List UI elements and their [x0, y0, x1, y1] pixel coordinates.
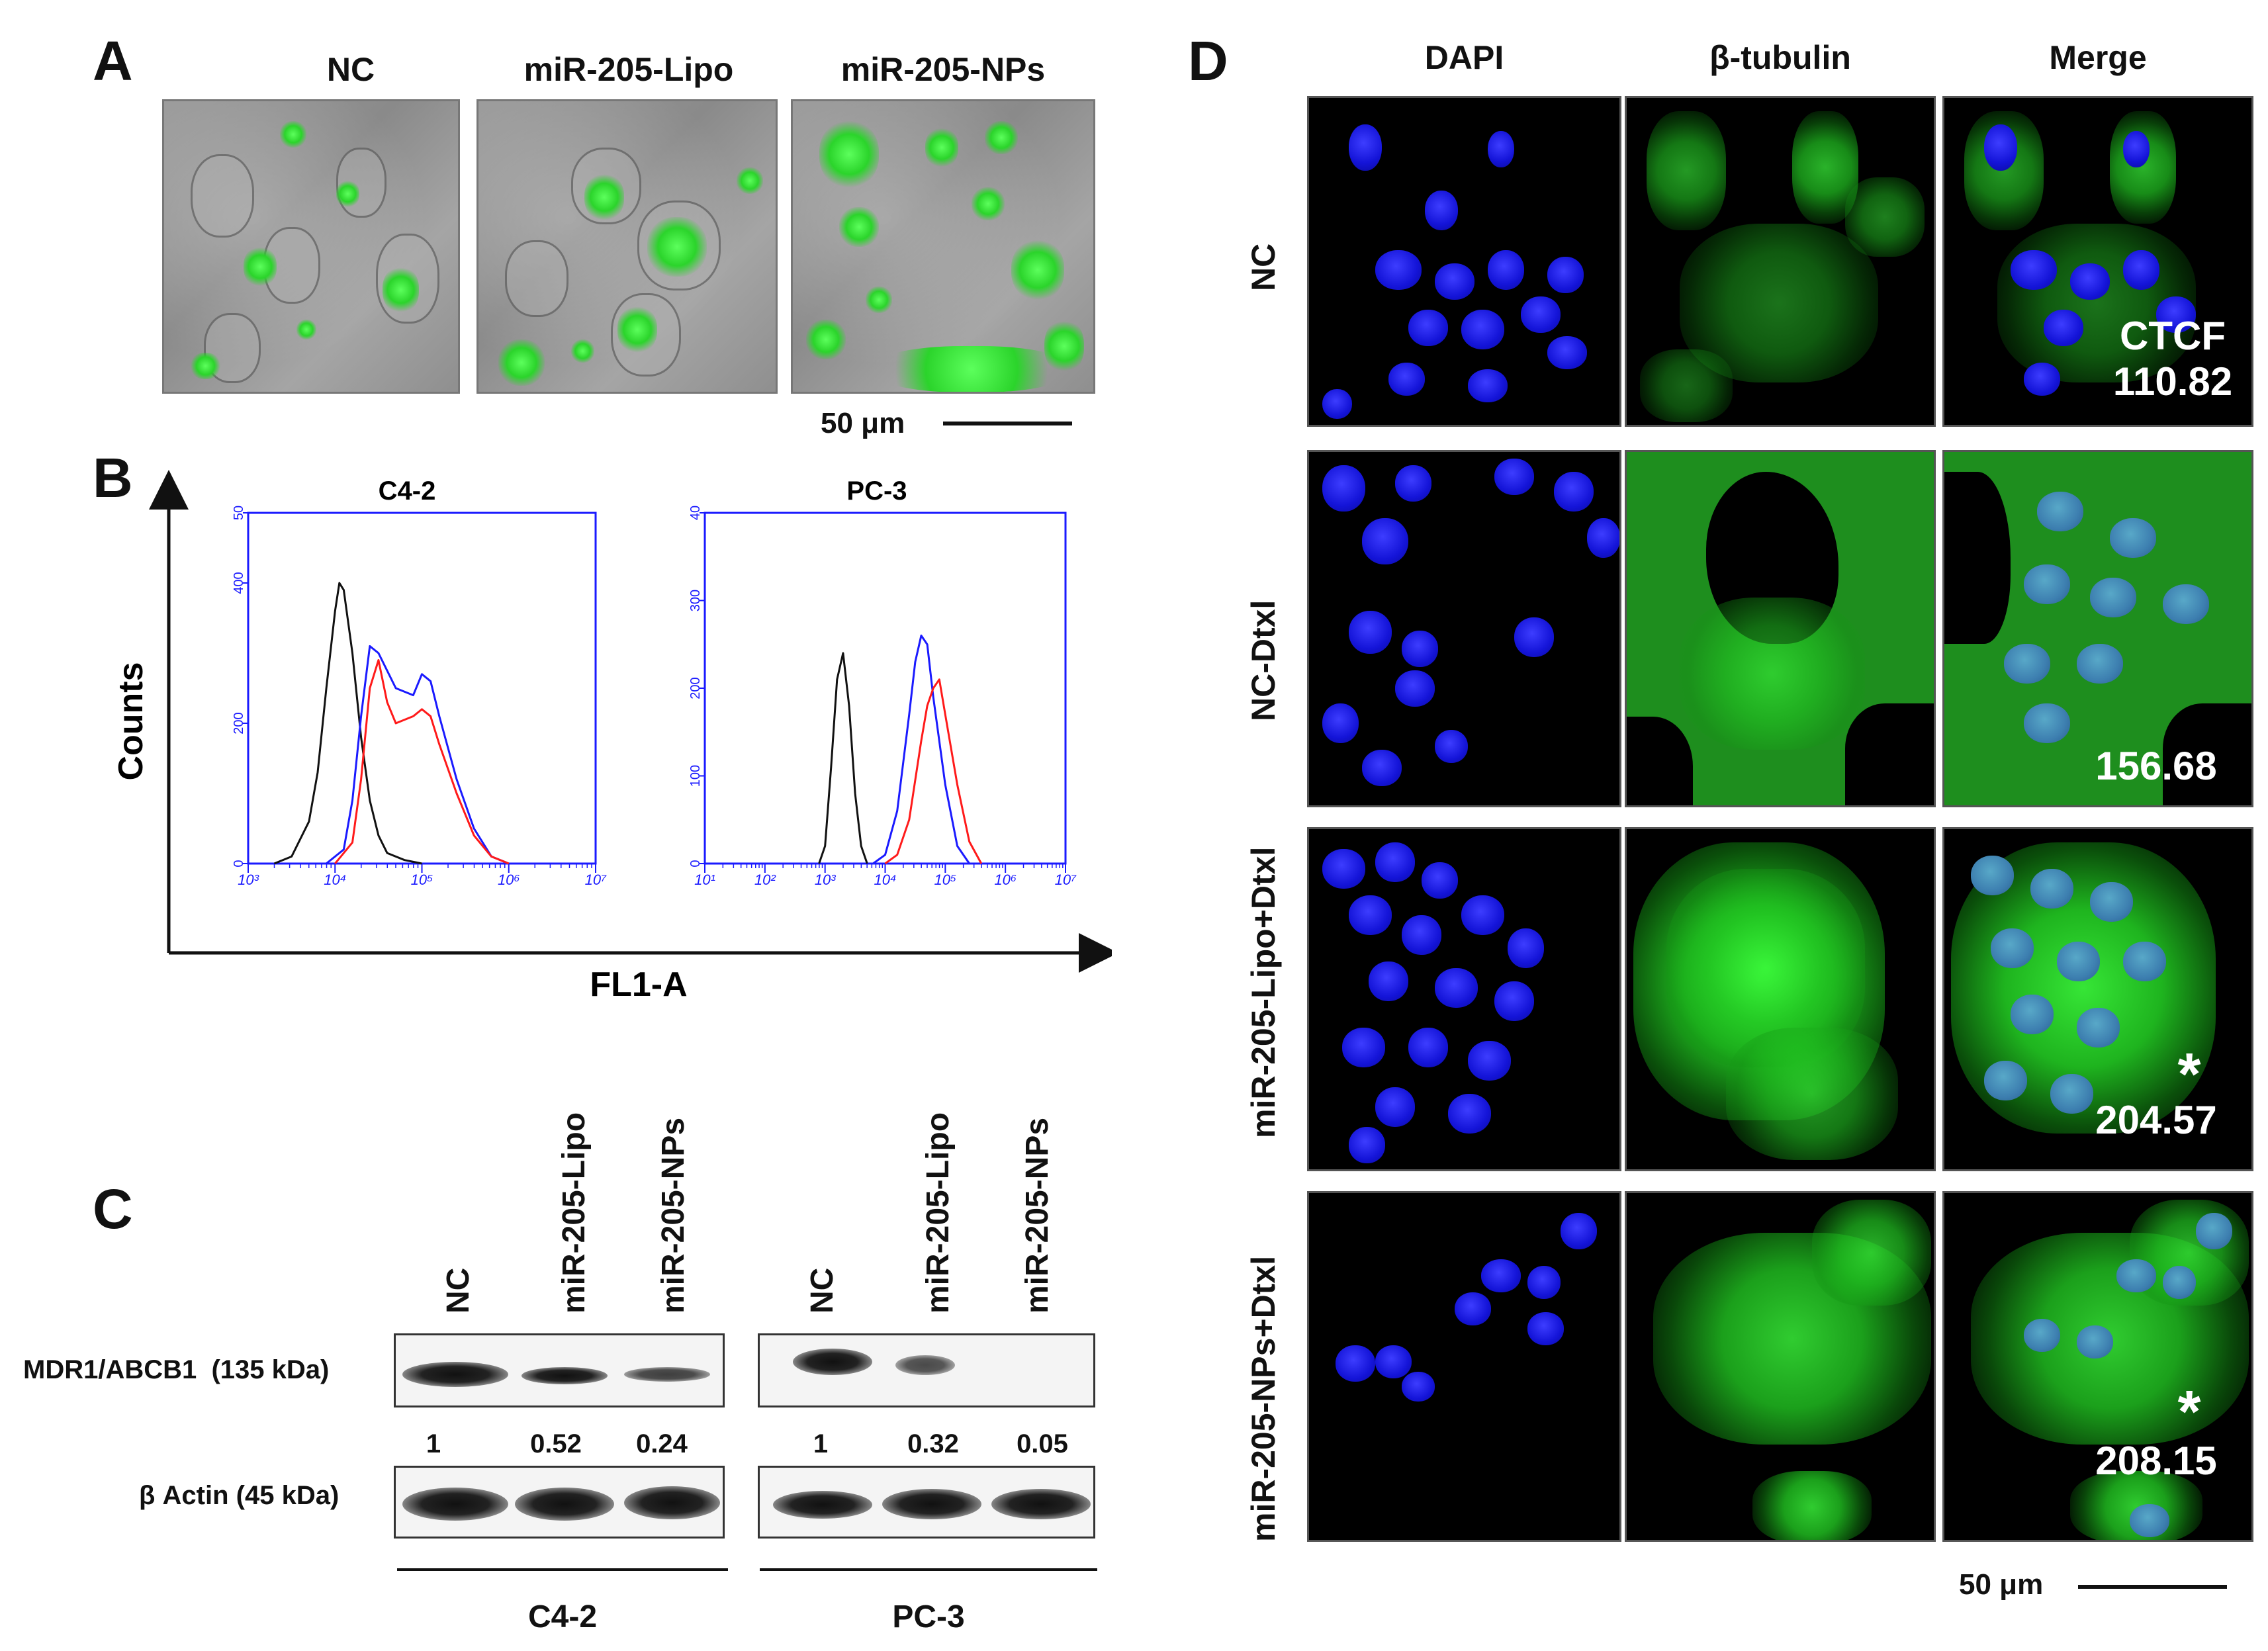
- panel-d-scale-label: 50 μm: [1959, 1568, 2044, 1601]
- dapi-lipo-dtxl: [1307, 827, 1621, 1171]
- panel-a-header-nps: miR-205-NPs: [840, 51, 1046, 88]
- pc3-histogram-ytick: 200: [688, 677, 703, 699]
- pc3-histogram-xtick: 10⁵: [934, 871, 956, 888]
- c42-histogram-series-0: [273, 582, 422, 865]
- c42-histogram-series-1: [326, 645, 510, 865]
- c42-histogram-ytick: 200: [232, 712, 246, 734]
- row-label-nc-dtxl: NC-Dtxl: [1245, 600, 1282, 721]
- group-label-pc3: PC-3: [892, 1599, 965, 1634]
- c42-histogram-ytick: 50: [232, 506, 246, 520]
- pc3-histogram-ytick: 300: [688, 590, 703, 611]
- histogram-pc3: 0 100 200 300 40 10¹ 10² 10³ 10⁴ 10⁵ 10⁶ 10⁷: [688, 506, 1077, 888]
- lane-label-pc3-lipo: miR-205-Lipo: [921, 1112, 956, 1314]
- group-label-c42: C4-2: [527, 1599, 598, 1634]
- band-value-pc3-nps: 0.05: [1017, 1429, 1068, 1458]
- micrograph-a-nc: [162, 99, 460, 394]
- blot-actin-pc3: [758, 1466, 1095, 1539]
- panel-a-label: A: [93, 30, 133, 92]
- pc3-histogram-xtick: 10¹: [694, 871, 715, 888]
- blot-row-label-actin: β Actin (45 kDa): [139, 1481, 340, 1510]
- c42-histogram-xtick: 10⁵: [411, 871, 433, 888]
- group-line-c42: [397, 1568, 728, 1571]
- row-label-nps-dtxl: miR-205-NPs+Dtxl: [1245, 1255, 1282, 1542]
- c42-histogram-ytick: 0: [232, 860, 246, 867]
- lane-label-c42-lipo: miR-205-Lipo: [557, 1112, 592, 1314]
- band-value-c42-nc: 1: [426, 1429, 441, 1458]
- micrograph-a-lipo: [476, 99, 778, 394]
- tubulin-nps-dtxl: [1625, 1191, 1936, 1542]
- dapi-nc: [1307, 96, 1621, 427]
- blot-mdr1-c42: [394, 1333, 725, 1407]
- pc3-histogram-xtick: 10³: [815, 871, 836, 888]
- histogram-c42: 0 200 400 50 10³ 10⁴ 10⁵ 10⁶ 10⁷: [232, 506, 607, 888]
- panel-d-header-merge: Merge: [2049, 39, 2147, 76]
- pc3-histogram-xtick: 10⁴: [874, 871, 897, 888]
- pc3-histogram-ytick: 0: [688, 860, 703, 867]
- ctcf-value-nc: 110.82: [2112, 359, 2233, 404]
- c42-histogram-xtick: 10³: [238, 871, 259, 888]
- merge-nc-dtxl: 156.68: [1942, 450, 2253, 807]
- merge-lipo-dtxl: * 204.57: [1942, 827, 2253, 1171]
- c42-histogram-frame: [247, 512, 597, 865]
- lane-label-pc3-nps: miR-205-NPs: [1020, 1117, 1055, 1314]
- c42-histogram-ytick: 400: [232, 572, 246, 594]
- panel-d-header-tubulin: β-tubulin: [1709, 39, 1851, 76]
- c42-histogram-series-2: [334, 659, 510, 865]
- band-value-c42-nps: 0.24: [636, 1429, 688, 1458]
- pc3-histogram-series-2: [884, 678, 983, 865]
- x-axis-label: FL1-A: [590, 965, 687, 1004]
- panel-a-header-lipo: miR-205-Lipo: [523, 51, 734, 88]
- panel-a-scale-bar: [943, 422, 1072, 425]
- tubulin-lipo-dtxl: [1625, 827, 1936, 1171]
- star-lipo-dtxl: *: [2177, 1042, 2201, 1108]
- blot-actin-c42: [394, 1466, 725, 1539]
- c42-histogram-xtick: 10⁴: [324, 871, 346, 888]
- panel-c-label: C: [93, 1178, 133, 1240]
- row-label-lipo-dtxl: miR-205-Lipo+Dtxl: [1245, 846, 1282, 1138]
- merge-nps-dtxl: * 208.15: [1942, 1191, 2253, 1542]
- blot-mdr1-pc3: [758, 1333, 1095, 1407]
- merge-nc: CTCF 110.82: [1942, 96, 2253, 427]
- band-value-pc3-lipo: 0.32: [907, 1429, 959, 1458]
- histogram-title-c42: C4-2: [379, 476, 436, 506]
- lane-label-pc3-nc: NC: [805, 1267, 840, 1314]
- dapi-nps-dtxl: [1307, 1191, 1621, 1542]
- panel-a-header-nc: NC: [326, 51, 375, 88]
- pc3-histogram-xtick: 10⁷: [1055, 871, 1077, 888]
- y-axis-label: Counts: [112, 662, 150, 780]
- pc3-histogram-series-0: [818, 652, 868, 864]
- pc3-histogram-ytick: 40: [688, 506, 703, 520]
- band-value-pc3-nc: 1: [813, 1429, 829, 1458]
- c42-histogram-xtick: 10⁶: [498, 871, 520, 888]
- pc3-histogram-xtick: 10²: [754, 871, 776, 888]
- panel-d-label: D: [1188, 30, 1228, 92]
- pc3-histogram-frame: [703, 512, 1067, 865]
- tubulin-nc-dtxl: [1625, 450, 1936, 807]
- pc3-histogram-xtick: 10⁶: [994, 871, 1017, 888]
- row-label-nc: NC: [1245, 243, 1282, 291]
- band-value-c42-lipo: 0.52: [530, 1429, 582, 1458]
- pc3-histogram-ytick: 100: [688, 765, 703, 787]
- group-line-pc3: [760, 1568, 1097, 1571]
- ctcf-value-lipo-dtxl: 204.57: [2095, 1098, 2217, 1142]
- ctcf-title: CTCF: [2120, 314, 2226, 358]
- blot-row-label-mdr1: MDR1/ABCB1 (135 kDa): [23, 1355, 330, 1384]
- micrograph-a-nps: [791, 99, 1095, 394]
- lane-label-c42-nc: NC: [441, 1267, 476, 1314]
- star-nps-dtxl: *: [2177, 1379, 2201, 1445]
- ctcf-label: CTCF 110.82: [2093, 313, 2251, 404]
- histogram-title-pc3: PC-3: [846, 476, 907, 506]
- panel-d-scale-bar: [2078, 1585, 2227, 1589]
- ctcf-value-nps-dtxl: 208.15: [2095, 1439, 2217, 1483]
- pc3-histogram-series-1: [872, 635, 970, 865]
- panel-a-scale-label: 50 μm: [821, 407, 905, 439]
- tubulin-nc: [1625, 96, 1936, 427]
- panel-b-label: B: [93, 447, 133, 509]
- c42-histogram-xtick: 10⁷: [585, 871, 607, 888]
- lane-label-c42-nps: miR-205-NPs: [656, 1117, 691, 1314]
- panel-d-header-dapi: DAPI: [1424, 39, 1504, 76]
- dapi-nc-dtxl: [1307, 450, 1621, 807]
- ctcf-value-nc-dtxl: 156.68: [2095, 744, 2217, 788]
